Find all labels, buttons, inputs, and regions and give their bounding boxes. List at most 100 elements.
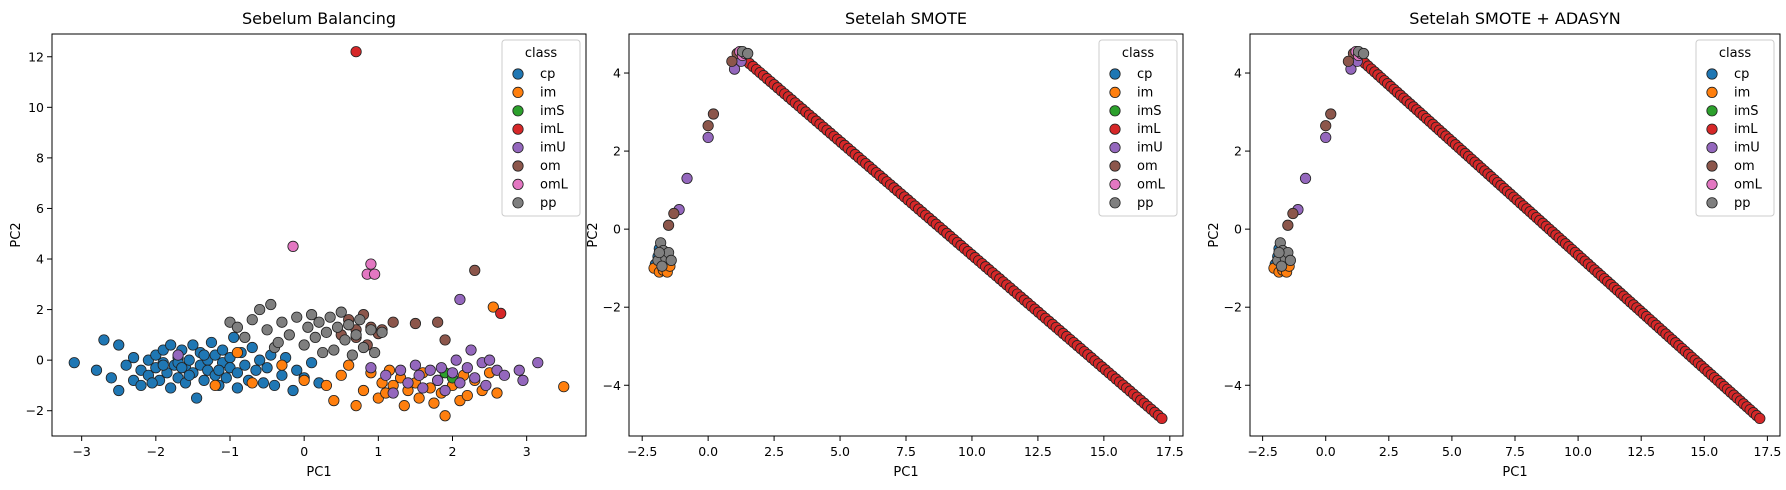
- legend-label-imS: imS: [540, 104, 565, 119]
- point-om: [708, 109, 718, 119]
- point-im: [358, 385, 368, 395]
- chart-panel-2: Setelah SMOTE −2.5 0.0 2.5 5.0 7.5 10.0 12.5 15.…: [586, 9, 1184, 480]
- x-tick-label: 3: [523, 444, 531, 459]
- point-imL: [1755, 413, 1765, 423]
- point-imU: [395, 365, 405, 375]
- chart-title: Sebelum Balancing: [242, 9, 396, 28]
- point-pp: [1274, 247, 1284, 257]
- point-imU: [462, 363, 472, 373]
- point-cp: [251, 365, 261, 375]
- y-tick-label: −4: [1224, 378, 1242, 393]
- point-imU: [447, 368, 457, 378]
- point-im: [429, 398, 439, 408]
- point-cp: [177, 363, 187, 373]
- point-imU: [533, 357, 543, 367]
- point-om: [1343, 56, 1353, 66]
- x-tick-label: −2.5: [627, 444, 657, 459]
- point-cp: [277, 370, 287, 380]
- point-im: [321, 380, 331, 390]
- point-cp: [240, 360, 250, 370]
- point-pp: [247, 314, 257, 324]
- legend-label-cp: cp: [1137, 67, 1152, 82]
- legend-marker-pp: [1707, 198, 1717, 208]
- y-tick-label: 12: [28, 49, 44, 64]
- point-im: [247, 378, 257, 388]
- point-im: [336, 370, 346, 380]
- legend-label-omL: omL: [1734, 177, 1763, 192]
- point-pp: [314, 317, 324, 327]
- point-imU: [682, 173, 692, 183]
- legend-marker-om: [1707, 161, 1717, 171]
- x-tick-label: 15.0: [1090, 444, 1118, 459]
- point-cp: [114, 385, 124, 395]
- point-imU: [366, 363, 376, 373]
- point-pp: [303, 322, 313, 332]
- legend-label-im: im: [1137, 85, 1153, 100]
- point-pp: [358, 342, 368, 352]
- point-imU: [484, 355, 494, 365]
- legend-marker-im: [513, 87, 523, 97]
- point-imU: [703, 132, 713, 142]
- x-tick-label: 7.5: [1505, 444, 1525, 459]
- x-axis-label: PC1: [306, 465, 331, 480]
- point-cp: [136, 380, 146, 390]
- legend-marker-im: [1110, 87, 1120, 97]
- legend-label-imU: imU: [1734, 141, 1760, 156]
- point-cp: [165, 340, 175, 350]
- legend-title: class: [1719, 46, 1751, 61]
- chart-title: Setelah SMOTE: [845, 9, 967, 28]
- point-pp: [657, 261, 667, 271]
- point-cp: [106, 373, 116, 383]
- legend-label-om: om: [540, 159, 561, 174]
- point-cp: [99, 335, 109, 345]
- point-omL: [366, 259, 376, 269]
- legend-marker-imU: [1110, 142, 1120, 152]
- y-tick-label: −2: [1224, 300, 1242, 315]
- point-im: [232, 347, 242, 357]
- point-cp: [262, 363, 272, 373]
- legend-label-cp: cp: [1734, 67, 1749, 82]
- legend-marker-cp: [1110, 69, 1120, 79]
- x-tick-label: 2: [449, 444, 457, 459]
- legend-label-pp: pp: [1137, 196, 1154, 211]
- legend-marker-im: [1707, 87, 1717, 97]
- x-tick-label: −2: [147, 444, 165, 459]
- legend-label-om: om: [1734, 159, 1755, 174]
- point-im: [559, 381, 569, 391]
- x-tick-label: −2.5: [1247, 444, 1277, 459]
- x-tick-label: 12.5: [1024, 444, 1052, 459]
- point-imU: [1321, 132, 1331, 142]
- legend-marker-imL: [513, 124, 523, 134]
- y-tick-label: 2: [1234, 144, 1242, 159]
- point-imU: [1300, 173, 1310, 183]
- y-tick-label: 10: [28, 100, 44, 115]
- point-im: [414, 393, 424, 403]
- legend-marker-imU: [1707, 142, 1717, 152]
- point-om: [1321, 121, 1331, 131]
- legend: classcpimimSimLimUomomLpp: [1099, 40, 1177, 216]
- point-imU: [455, 378, 465, 388]
- legend-marker-imS: [513, 106, 523, 116]
- point-om: [727, 56, 737, 66]
- point-pp: [325, 312, 335, 322]
- point-pp: [377, 327, 387, 337]
- point-imU: [381, 370, 391, 380]
- point-imU: [518, 375, 528, 385]
- point-imL: [496, 308, 506, 318]
- point-pp: [666, 255, 676, 265]
- x-tick-label: 10.0: [958, 444, 986, 459]
- y-tick-label: −2: [603, 300, 621, 315]
- x-tick-label: 1: [374, 444, 382, 459]
- point-im: [210, 380, 220, 390]
- legend-marker-cp: [1707, 69, 1717, 79]
- point-cp: [269, 380, 279, 390]
- point-pp: [292, 312, 302, 322]
- point-om: [432, 317, 442, 327]
- point-pp: [347, 350, 357, 360]
- legend-label-omL: omL: [1137, 177, 1166, 192]
- point-pp: [369, 347, 379, 357]
- legend: classcpimimSimLimUomomLpp: [1696, 40, 1774, 216]
- legend-title: class: [525, 46, 557, 61]
- legend-label-im: im: [1734, 85, 1750, 100]
- y-tick-label: 4: [1234, 66, 1242, 81]
